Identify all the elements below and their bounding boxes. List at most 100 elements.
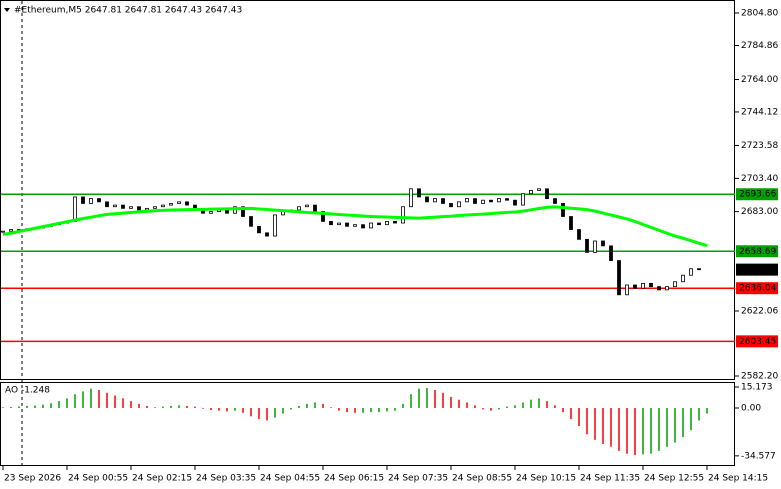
candle <box>617 260 621 296</box>
y-tick-label: 2683.00 <box>741 207 778 217</box>
candle <box>545 188 549 199</box>
candle <box>257 225 261 234</box>
candle <box>689 268 693 276</box>
last-price-tag <box>736 263 778 276</box>
candle <box>377 222 381 226</box>
candle <box>129 206 133 209</box>
candle <box>81 196 85 204</box>
ao-panel <box>0 382 735 466</box>
x-tick-label: 24 Sep 14:15 <box>708 474 768 484</box>
x-tick-label: 24 Sep 00:55 <box>68 474 128 484</box>
candle <box>153 206 157 209</box>
candle <box>385 221 389 226</box>
ao-label: AO -1.248 <box>5 386 50 396</box>
x-tick-label: 23 Sep 2026 <box>4 474 61 484</box>
candle <box>425 196 429 203</box>
candle <box>497 198 501 203</box>
candle <box>337 222 341 226</box>
candle <box>97 198 101 203</box>
candle <box>409 188 413 208</box>
candle <box>353 224 357 227</box>
level-label: 2636.04 <box>739 284 776 294</box>
candle <box>297 206 301 211</box>
candle <box>521 193 525 206</box>
x-tick-label: 24 Sep 02:15 <box>132 474 192 484</box>
candle <box>553 198 557 204</box>
candle <box>505 198 509 201</box>
candle <box>241 206 245 217</box>
candle <box>657 286 661 291</box>
candle <box>673 281 677 288</box>
candle <box>569 216 573 230</box>
x-tick-label: 24 Sep 11:35 <box>580 474 640 484</box>
candle <box>489 199 493 203</box>
ao-tick-label: 0.00 <box>741 403 761 413</box>
candle <box>161 204 165 208</box>
level-label: 2658.69 <box>739 247 776 257</box>
candle <box>417 188 421 198</box>
candle <box>185 201 189 206</box>
chart-title: #Ethereum,M5 2647.81 2647.81 2647.43 264… <box>14 6 242 16</box>
y-tick-label: 2703.40 <box>741 174 778 184</box>
candle <box>305 204 309 208</box>
candle <box>649 282 653 288</box>
candle <box>529 190 533 195</box>
candle <box>169 203 173 206</box>
x-tick-label: 24 Sep 06:15 <box>324 474 384 484</box>
candle <box>609 245 613 261</box>
candle <box>585 238 589 253</box>
level-label: 2693.66 <box>739 190 776 200</box>
candle <box>113 204 117 208</box>
candle <box>321 211 325 222</box>
candle <box>433 198 437 203</box>
candle <box>449 203 453 208</box>
candle <box>265 232 269 237</box>
level-tag <box>736 335 778 348</box>
x-tick-label: 24 Sep 04:55 <box>260 474 320 484</box>
candle <box>177 201 181 204</box>
x-tick-label: 24 Sep 12:55 <box>644 474 704 484</box>
candle <box>9 229 13 232</box>
candle <box>481 199 485 204</box>
main-panel <box>0 0 735 380</box>
candle <box>473 198 477 204</box>
candle <box>593 240 597 253</box>
candle <box>513 199 517 206</box>
candle <box>105 201 109 208</box>
y-tick-label: 2804.80 <box>741 8 778 18</box>
candle <box>1 230 5 233</box>
candle <box>577 229 581 240</box>
x-tick-label: 24 Sep 08:55 <box>452 474 512 484</box>
candle <box>681 274 685 283</box>
x-tick-label: 24 Sep 10:15 <box>516 474 576 484</box>
x-tick-label: 24 Sep 03:35 <box>196 474 256 484</box>
level-tag <box>736 282 778 295</box>
candle <box>73 196 77 222</box>
level-tag <box>736 188 778 201</box>
y-tick-label: 2744.12 <box>741 107 778 117</box>
candle <box>633 284 637 289</box>
candle <box>465 198 469 203</box>
ao-tick-label: -34.577 <box>741 451 776 461</box>
candle <box>89 198 93 204</box>
candle <box>313 204 317 213</box>
candle <box>697 268 701 271</box>
menu-icon <box>4 8 10 12</box>
candle <box>393 221 397 224</box>
x-tick-label: 24 Sep 07:35 <box>388 474 448 484</box>
last-price-label: 2647.43 <box>739 265 776 275</box>
candle <box>401 206 405 224</box>
y-tick-label: 2582.20 <box>741 372 778 382</box>
candle <box>361 224 365 229</box>
candle <box>641 282 645 289</box>
candle <box>329 221 333 226</box>
level-label: 2603.45 <box>739 337 776 347</box>
y-tick-label: 2723.58 <box>741 141 778 151</box>
y-tick-label: 2784.86 <box>741 41 778 51</box>
candle <box>225 209 229 214</box>
candle <box>249 216 253 227</box>
level-tag <box>736 245 778 258</box>
candle <box>369 222 373 229</box>
